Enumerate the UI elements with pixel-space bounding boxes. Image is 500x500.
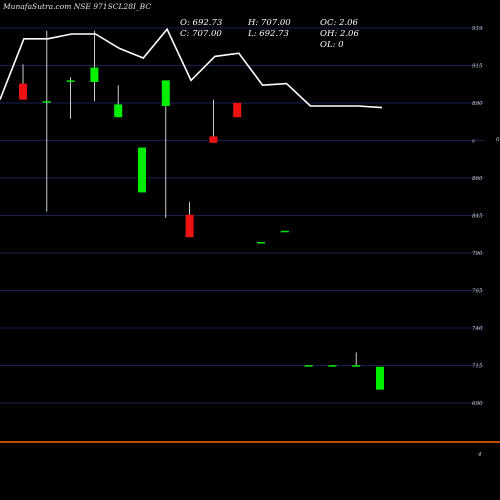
candle-body xyxy=(114,104,123,118)
high-value: H: 707.00 xyxy=(248,18,291,28)
candle xyxy=(280,230,289,233)
candle xyxy=(209,99,218,143)
candle xyxy=(257,242,265,244)
y-tick-label: 860 xyxy=(472,176,483,182)
candle-body xyxy=(352,365,361,367)
y-axis-ticks: 919 915 890 s 860 845 790 765 740 715 690 xyxy=(472,26,483,407)
candle-body xyxy=(42,101,51,103)
candle-body xyxy=(138,147,146,193)
y-tick-label: 915 xyxy=(472,64,483,70)
candle-body xyxy=(280,230,289,233)
candles xyxy=(19,30,384,390)
open-high-change: OH: 2.06 xyxy=(320,29,359,39)
y-tick-label: 690 xyxy=(472,401,483,407)
candle xyxy=(19,64,27,100)
candle-body xyxy=(161,80,170,106)
open-low-change: OL: 0 xyxy=(320,40,344,50)
candle xyxy=(161,80,170,218)
y-tick-label: 740 xyxy=(472,326,483,332)
candle-body xyxy=(90,67,99,82)
grid-lines xyxy=(0,27,484,404)
right-edge-labels: 04 xyxy=(477,137,500,458)
right-edge-label: 0 xyxy=(496,137,500,143)
candle xyxy=(114,85,123,118)
candle xyxy=(90,30,99,102)
candle-body xyxy=(233,102,242,118)
low-value: L: 692.73 xyxy=(248,29,289,39)
candle xyxy=(66,77,75,119)
close-value: C: 707.00 xyxy=(180,29,222,39)
right-edge-label: 4 xyxy=(477,452,482,458)
candle xyxy=(185,202,194,238)
chart-title: MunafaSutra.com NSE 971SCL28I_BC xyxy=(3,2,152,11)
price-line xyxy=(0,27,383,109)
candle xyxy=(352,352,361,367)
candle xyxy=(304,365,313,367)
candle xyxy=(328,365,337,367)
candle xyxy=(233,102,242,118)
candle-body xyxy=(66,80,75,82)
candle-body xyxy=(209,136,218,143)
open-close-change: OC: 2.06 xyxy=(320,18,358,28)
candle-body xyxy=(185,214,194,238)
candle-body xyxy=(376,366,384,390)
candle xyxy=(42,30,51,212)
y-tick-label: 765 xyxy=(472,289,483,295)
candle xyxy=(376,366,384,390)
y-tick-label: 715 xyxy=(472,364,483,370)
y-tick-label: 790 xyxy=(472,251,483,257)
open-value: O: 692.73 xyxy=(180,18,223,28)
candle-body xyxy=(19,83,27,100)
candle xyxy=(138,147,146,193)
y-tick-label: 845 xyxy=(472,214,483,220)
candle-body xyxy=(304,365,313,367)
y-tick-label: 919 xyxy=(472,26,483,32)
candle-body xyxy=(328,365,337,367)
candle-body xyxy=(257,242,265,244)
y-tick-label: s xyxy=(472,139,475,145)
y-tick-label: 890 xyxy=(472,101,483,107)
